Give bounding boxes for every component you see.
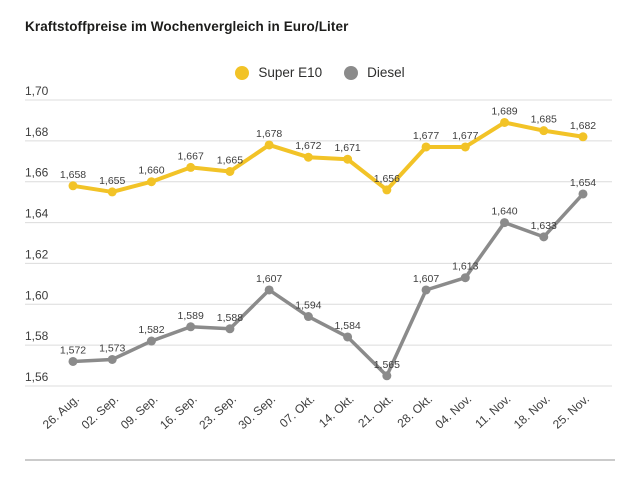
- x-tick-label: 09. Sep.: [118, 392, 161, 432]
- data-point: [225, 324, 235, 334]
- data-point: [303, 152, 313, 162]
- data-point-label: 1,654: [570, 177, 596, 189]
- data-point-label: 1,671: [334, 142, 360, 154]
- y-tick-label: 1,60: [25, 288, 49, 302]
- legend-item-label: Super E10: [258, 65, 323, 80]
- super-e10-legend-dot-icon: [235, 65, 250, 80]
- data-point-label: 1,682: [570, 120, 596, 132]
- data-point-label: 1,588: [217, 312, 243, 324]
- y-tick-label: 1,68: [25, 125, 49, 139]
- data-point-label: 1,607: [256, 273, 282, 285]
- data-point: [186, 322, 196, 332]
- data-point: [186, 162, 196, 172]
- x-tick-label: 18. Nov.: [511, 392, 553, 432]
- x-tick-label: 21. Okt.: [355, 392, 396, 431]
- data-point: [460, 273, 470, 283]
- data-point: [68, 181, 78, 191]
- data-point: [107, 187, 117, 197]
- data-point: [421, 285, 431, 295]
- data-point: [460, 142, 470, 152]
- data-point: [264, 140, 274, 150]
- x-tick-label: 07. Okt.: [277, 392, 318, 431]
- series-line-diesel: [71, 192, 585, 378]
- y-tick-label: 1,62: [25, 247, 49, 261]
- data-point: [68, 356, 78, 366]
- x-tick-label: 02. Sep.: [79, 392, 122, 432]
- x-tick-label: 30. Sep.: [236, 392, 279, 432]
- data-point: [500, 218, 510, 228]
- x-tick-label: 04. Nov.: [432, 392, 474, 432]
- data-point-label: 1,689: [491, 105, 517, 117]
- data-point: [264, 285, 274, 295]
- data-point-label: 1,685: [531, 114, 557, 126]
- data-point: [146, 336, 156, 346]
- data-point-label: 1,660: [138, 165, 164, 177]
- series-line-super-e10: [71, 120, 585, 194]
- x-tick-label: 14. Okt.: [316, 392, 357, 431]
- y-tick-label: 1,64: [25, 207, 49, 221]
- x-tick-label: 25. Nov.: [550, 392, 592, 432]
- x-tick-label: 28. Okt.: [394, 392, 435, 431]
- x-tick-label: 23. Sep.: [196, 392, 239, 432]
- x-tick-label: 11. Nov.: [472, 392, 513, 431]
- y-tick-label: 1,66: [25, 166, 49, 180]
- legend-item-diesel: Diesel: [344, 65, 405, 80]
- data-point: [539, 232, 549, 242]
- data-point-label: 1,656: [374, 173, 400, 185]
- data-point-label: 1,582: [138, 324, 164, 336]
- data-point: [303, 312, 313, 322]
- data-point: [382, 371, 392, 381]
- x-tick-label: 16. Sep.: [157, 392, 200, 432]
- data-point-label: 1,665: [217, 155, 243, 167]
- x-tick-label: 26. Aug.: [40, 392, 82, 432]
- legend-item-super-e10: Super E10: [235, 65, 322, 80]
- data-point-label: 1,589: [178, 310, 204, 322]
- diesel-legend-dot-icon: [344, 65, 359, 80]
- data-point-label: 1,613: [452, 261, 478, 273]
- y-tick-label: 1,70: [25, 84, 49, 98]
- data-point: [421, 142, 431, 152]
- data-point-label: 1,677: [413, 130, 439, 142]
- data-point-label: 1,573: [99, 342, 125, 354]
- data-point: [539, 126, 549, 136]
- data-point-label: 1,594: [295, 300, 321, 312]
- data-point-label: 1,658: [60, 169, 86, 181]
- y-tick-label: 1,58: [25, 329, 49, 343]
- data-point: [107, 354, 117, 364]
- data-point-label: 1,584: [334, 320, 360, 332]
- data-point-label: 1,672: [295, 140, 321, 152]
- data-point: [225, 167, 235, 176]
- data-point-label: 1,633: [531, 220, 557, 232]
- data-point-label: 1,607: [413, 273, 439, 285]
- page-title: Kraftstoffpreise im Wochenvergleich in E…: [25, 19, 349, 34]
- data-point-label: 1,565: [374, 359, 400, 371]
- data-point: [343, 332, 353, 342]
- data-point-label: 1,677: [452, 130, 478, 142]
- data-point-label: 1,572: [60, 344, 86, 356]
- data-point-label: 1,640: [491, 206, 517, 218]
- data-point: [578, 189, 588, 199]
- data-point-label: 1,655: [99, 175, 125, 187]
- data-point-label: 1,678: [256, 128, 282, 140]
- data-point: [500, 117, 510, 127]
- chart-legend: Super E10 Diesel: [0, 65, 640, 80]
- data-point-label: 1,667: [178, 150, 204, 162]
- legend-item-label: Diesel: [367, 65, 405, 80]
- data-point: [578, 132, 588, 142]
- y-tick-label: 1,56: [25, 370, 49, 384]
- data-point: [382, 185, 392, 195]
- data-point: [343, 154, 353, 164]
- data-point: [146, 177, 156, 187]
